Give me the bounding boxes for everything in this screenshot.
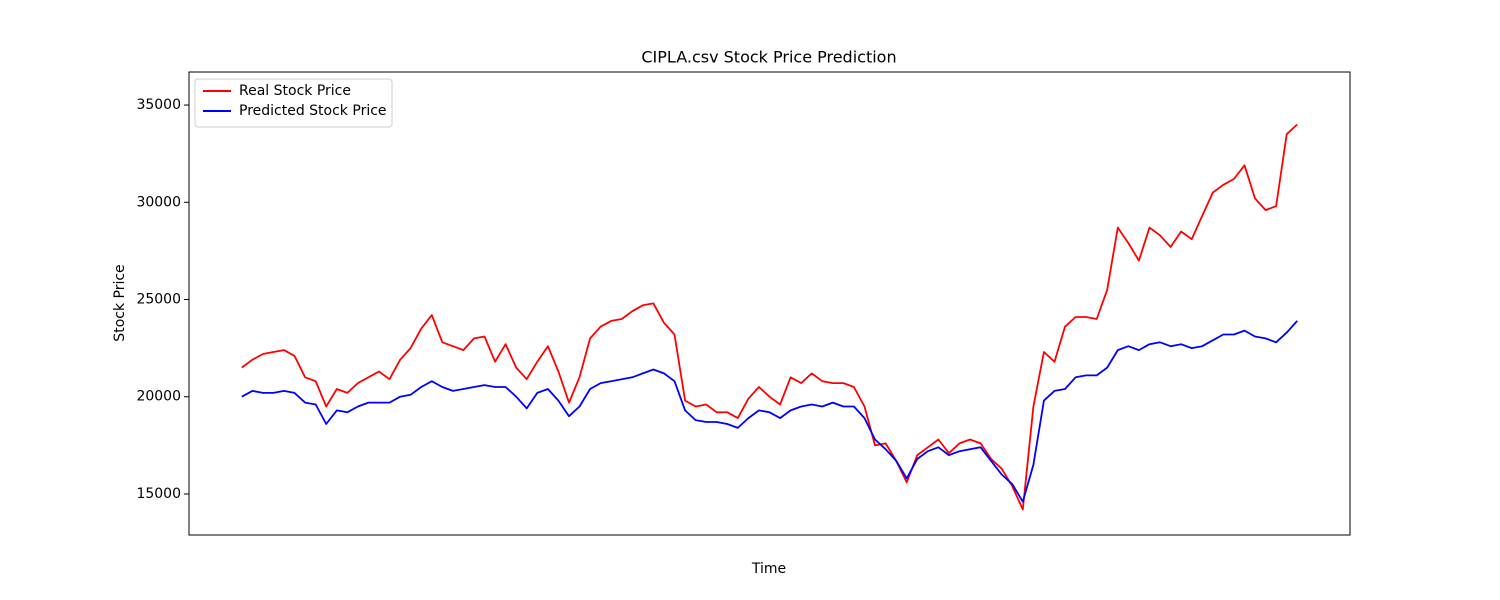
series-line <box>241 123 1298 511</box>
x-axis-label: Time <box>751 561 786 577</box>
plot-frame <box>188 71 1351 536</box>
legend-box <box>194 78 393 128</box>
y-tick-label: 25000 <box>136 292 181 308</box>
y-axis-label: Stock Price <box>112 264 128 341</box>
chart-title: CIPLA.csv Stock Price Prediction <box>641 48 896 67</box>
legend: Real Stock Price Predicted Stock Price <box>194 78 393 128</box>
legend-label: Predicted Stock Price <box>239 103 387 119</box>
y-tick-label: 30000 <box>136 194 181 210</box>
series-line <box>241 320 1298 503</box>
y-tick-label: 35000 <box>136 97 181 113</box>
y-tick-label: 20000 <box>136 389 181 405</box>
y-tick-label: 15000 <box>136 486 181 502</box>
legend-label: Real Stock Price <box>239 83 351 99</box>
